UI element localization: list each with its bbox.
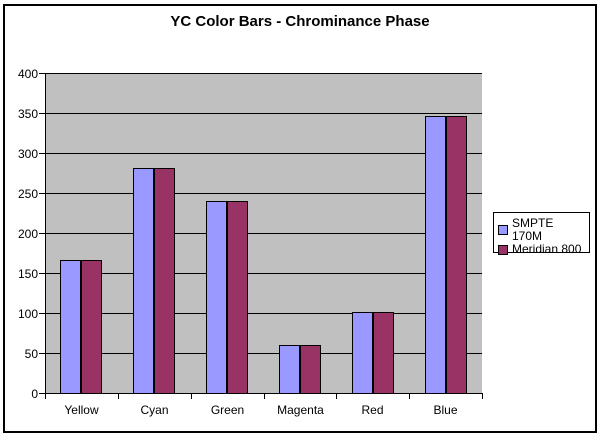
bar-red-series1 [352,312,373,394]
x-axis-tick [482,394,483,399]
gridline [45,313,482,314]
y-tick-label: 150 [17,267,38,281]
gridline [45,153,482,154]
x-category-label: Cyan [140,403,169,417]
bar-blue-series1 [425,116,446,394]
x-axis-tick [264,394,265,399]
plot-area [45,74,482,394]
y-axis-tick [39,273,45,274]
y-tick-label: 50 [24,347,38,361]
y-axis-tick [39,193,45,194]
legend-item-meridian-800: Meridian 800 [498,243,585,256]
bar-yellow-series2 [81,260,102,394]
chart-legend: SMPTE 170M Meridian 800 [493,212,590,256]
y-axis-tick [39,153,45,154]
x-axis-tick [191,394,192,399]
bar-green-series1 [206,201,227,394]
gridline [45,193,482,194]
x-axis-line [45,393,483,394]
y-tick-label: 400 [17,67,38,81]
bar-red-series2 [373,312,394,394]
y-tick-label: 0 [31,387,38,401]
y-tick-label: 350 [17,107,38,121]
gridline [45,353,482,354]
gridline [45,73,482,74]
y-tick-label: 100 [17,307,38,321]
bar-cyan-series1 [133,168,154,394]
bar-yellow-series1 [60,260,81,394]
y-axis-line [45,74,46,394]
x-category-label: Blue [433,403,458,417]
x-axis-tick [409,394,410,399]
gridline [45,113,482,114]
y-tick-label: 200 [17,227,38,241]
bar-blue-series2 [446,116,467,394]
legend-label: Meridian 800 [512,242,582,256]
x-category-label: Yellow [64,403,99,417]
bar-magenta-series1 [279,345,300,394]
bar-magenta-series2 [300,345,321,394]
legend-label: SMPTE 170M [512,216,554,243]
y-axis-tick [39,353,45,354]
y-axis-tick [39,73,45,74]
y-tick-label: 250 [17,187,38,201]
x-axis-tick [336,394,337,399]
gridline [45,273,482,274]
bar-cyan-series2 [154,168,175,394]
x-axis-tick [118,394,119,399]
gridline [45,233,482,234]
y-axis-tick [39,113,45,114]
x-category-label: Red [361,403,384,417]
y-tick-label: 300 [17,147,38,161]
series1-swatch-icon [498,225,508,235]
y-axis-tick [39,393,45,394]
y-axis-tick [39,233,45,234]
chart-title: YC Color Bars - Chrominance Phase [170,13,430,30]
x-category-label: Green [210,403,245,417]
legend-item-smpte-170m: SMPTE 170M [498,217,585,243]
x-category-label: Magenta [277,403,324,417]
x-axis-tick [45,394,46,399]
y-axis-tick [39,313,45,314]
series2-swatch-icon [498,244,508,255]
bar-green-series2 [227,201,248,394]
